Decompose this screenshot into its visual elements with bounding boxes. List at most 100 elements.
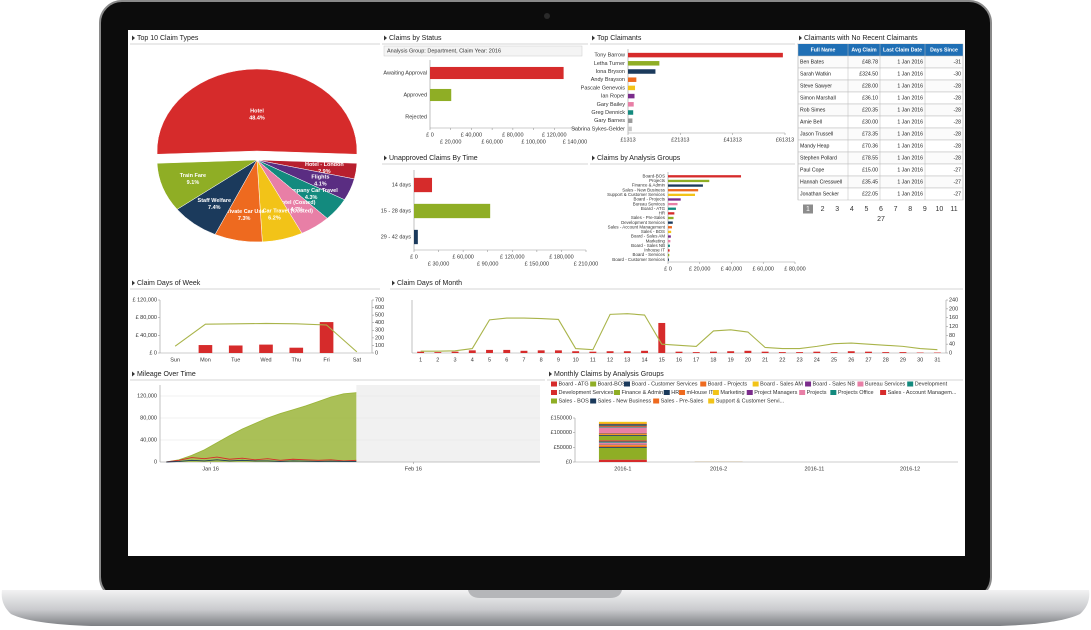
bar xyxy=(628,69,656,74)
x-tick-label: 27 xyxy=(865,357,871,363)
subtitle-box xyxy=(383,45,583,57)
bar xyxy=(675,351,683,353)
bar xyxy=(668,202,678,206)
page-link[interactable]: 27 xyxy=(877,216,885,223)
page-link[interactable]: 7 xyxy=(894,206,898,213)
y2-tick-label: 100 xyxy=(375,343,384,349)
legend-label: Development Services xyxy=(559,390,614,396)
table-cell: £22.05 xyxy=(862,191,878,197)
x-tick-label: Feb 16 xyxy=(405,466,422,472)
y-tick-label: Rejected xyxy=(405,114,427,120)
page-link[interactable]: 1 xyxy=(806,206,810,213)
slice-label: Hotel - London xyxy=(305,162,344,168)
x-tick-label: 17 xyxy=(693,357,699,363)
bar-segment xyxy=(598,459,647,462)
table-cell: £15.00 xyxy=(862,167,878,173)
table-cell: £324.50 xyxy=(859,71,878,77)
table-cell: Stephen Pollard xyxy=(800,155,837,161)
x-tick-label: £ 30,000 xyxy=(428,261,449,267)
y-tick-label: Board-BOS xyxy=(643,173,666,178)
slice-value: 6.2% xyxy=(268,215,281,221)
legend-swatch xyxy=(624,381,630,387)
bar xyxy=(668,258,669,261)
x-tick-label: £ 100,000 xyxy=(521,139,545,145)
bar-segment xyxy=(598,432,647,434)
x-tick-label: £ 120,000 xyxy=(500,254,524,260)
y2-tick-label: 600 xyxy=(375,305,384,311)
y2-tick-label: 400 xyxy=(375,320,384,326)
y-tick-label: £ 40,000 xyxy=(136,333,157,339)
title-arrow xyxy=(384,35,387,41)
legend-swatch xyxy=(590,398,597,404)
table-cell: Mandy Heap xyxy=(800,143,830,149)
x-tick-label: £ 0 xyxy=(664,266,672,272)
bar-segment xyxy=(598,444,647,445)
page-link[interactable]: 2 xyxy=(821,206,825,213)
bar xyxy=(228,345,243,353)
page-link[interactable]: 3 xyxy=(835,206,839,213)
x-tick-label: £ 140,000 xyxy=(563,139,587,145)
x-tick-label: Mon xyxy=(200,357,211,363)
table-cell: -28 xyxy=(954,83,962,89)
x-tick-label: 19 xyxy=(728,357,734,363)
y-tick-label: Sabrina Sykes-Gelder xyxy=(571,126,625,132)
table-cell: Paul Cope xyxy=(800,167,824,173)
slice-label: Hotel (Costed) xyxy=(278,200,316,206)
bar xyxy=(761,351,769,353)
x-tick-label: 21 xyxy=(762,357,768,363)
x-tick-label: 26 xyxy=(848,357,854,363)
title-arrow xyxy=(132,371,135,377)
y-tick-label: Letha Turner xyxy=(594,61,625,67)
bar-segment xyxy=(598,435,647,441)
table-cell: 1 Jan 2016 xyxy=(897,155,923,161)
page-link[interactable]: 9 xyxy=(923,206,927,213)
legend-label: Board-BOS xyxy=(598,381,626,387)
bar xyxy=(668,175,742,178)
bar xyxy=(430,66,564,80)
slice-label: Company Car Travel (Costed) xyxy=(236,208,313,214)
x-tick-label: £ 40,000 xyxy=(461,132,482,138)
bar xyxy=(417,351,425,353)
legend-swatch xyxy=(708,398,715,404)
y2-tick-label: 200 xyxy=(949,306,958,312)
bar xyxy=(430,88,452,102)
table-cell: 1 Jan 2016 xyxy=(897,83,923,89)
page-link[interactable]: 11 xyxy=(950,206,957,213)
bar xyxy=(668,235,671,238)
page-link[interactable]: 5 xyxy=(864,206,868,213)
y-tick-label: Board - Customer Services xyxy=(612,257,666,262)
legend-label: Projects Office xyxy=(838,390,874,396)
y-tick-label: 0 xyxy=(154,459,157,465)
x-tick-label: 10 xyxy=(573,357,579,363)
table-cell: £28.00 xyxy=(862,83,878,89)
y2-tick-label: 160 xyxy=(949,315,958,321)
y-tick-label: Andy Brayson xyxy=(591,77,625,83)
bar xyxy=(668,249,670,252)
y-tick-label: Sales - BOS xyxy=(641,229,665,234)
legend-label: HR xyxy=(671,390,679,396)
lid-notch xyxy=(468,590,622,598)
title-arrow xyxy=(392,280,395,286)
page-link[interactable]: 4 xyxy=(850,206,854,213)
bar xyxy=(668,193,695,196)
page-link[interactable]: 10 xyxy=(936,206,944,213)
bar xyxy=(628,52,783,58)
legend-label: Board - Sales AM xyxy=(760,381,803,387)
x-tick-label: £ 60,000 xyxy=(753,266,774,272)
bar xyxy=(641,350,648,353)
page-link[interactable]: 8 xyxy=(908,206,912,213)
x-tick-label: £ 80,000 xyxy=(502,132,523,138)
legend-swatch xyxy=(805,381,812,387)
legend-label: Board - Sales NB xyxy=(813,381,856,387)
y2-tick-label: 40 xyxy=(949,342,955,348)
table-cell: £70.36 xyxy=(862,143,878,149)
y2-tick-label: 120 xyxy=(949,324,958,330)
y-tick-label: Awaiting Approval xyxy=(383,70,427,76)
y-tick-label: Bureau Services xyxy=(633,201,666,206)
bar-segment xyxy=(598,441,647,443)
y-tick-label: £0 xyxy=(566,459,572,465)
legend-swatch xyxy=(746,390,753,395)
page-link[interactable]: 6 xyxy=(879,206,883,213)
table-cell: -28 xyxy=(954,131,962,137)
